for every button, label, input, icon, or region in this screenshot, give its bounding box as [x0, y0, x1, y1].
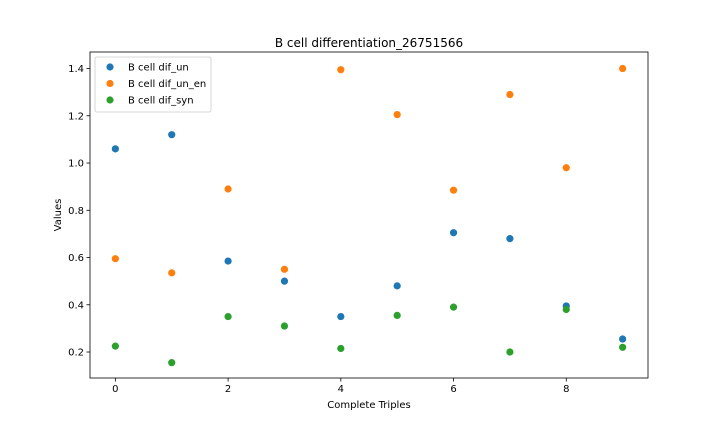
data-point	[562, 164, 570, 172]
legend-box	[94, 56, 212, 113]
series-2	[111, 64, 627, 277]
x-tick-label: 6	[450, 384, 456, 395]
data-point	[337, 66, 345, 74]
y-tick-label: 0.8	[68, 206, 84, 217]
data-point	[506, 348, 514, 356]
plot-area: 0 2 4 6 8 0.2 0.4 0.6 0.8 1.0 1.2 1.4	[68, 51, 649, 395]
data-point	[280, 322, 289, 330]
legend-label: B cell dif_syn	[128, 96, 194, 107]
data-point	[337, 312, 345, 321]
data-point	[111, 342, 119, 350]
data-point	[619, 343, 627, 351]
data-point	[224, 312, 232, 321]
data-point	[393, 111, 401, 119]
x-tick-label: 8	[563, 384, 569, 395]
y-tick-label: 0.2	[68, 348, 84, 359]
legend-marker	[106, 63, 114, 71]
data-point	[111, 145, 119, 153]
y-tick-label: 1.4	[68, 64, 84, 75]
x-tick-label: 4	[338, 384, 344, 395]
data-point	[393, 311, 401, 319]
data-point	[168, 269, 176, 277]
series-3	[111, 303, 627, 367]
y-tick-label: 1.0	[68, 159, 84, 170]
y-tick-label: 0.6	[68, 253, 84, 264]
data-point	[619, 64, 627, 73]
data-point	[506, 90, 514, 99]
data-point	[224, 257, 232, 265]
legend: B cell dif_un B cell dif_un_en B cell dif_…	[94, 56, 212, 113]
y-tick-label: 0.4	[68, 300, 84, 311]
data-point	[562, 305, 570, 314]
legend-marker	[106, 96, 114, 104]
y-tick-label: 1.2	[68, 111, 84, 122]
data-point	[224, 185, 232, 193]
data-point	[393, 282, 401, 290]
data-point	[280, 277, 289, 285]
legend-label: B cell dif_un	[128, 63, 189, 74]
data-point	[449, 303, 458, 311]
x-tick-label: 2	[225, 384, 231, 395]
data-point	[168, 359, 176, 367]
data-point	[337, 344, 345, 353]
x-tick-label: 0	[112, 384, 118, 395]
series-1	[111, 131, 627, 343]
data-point	[280, 265, 289, 273]
x-axis-label: Complete Triples	[327, 400, 410, 411]
axes-frame	[89, 51, 649, 379]
legend-label: B cell dif_un_en	[128, 79, 206, 90]
data-point	[449, 229, 458, 237]
data-point	[506, 235, 514, 243]
data-point	[619, 335, 627, 343]
data-point	[111, 255, 119, 263]
y-axis-label: Values	[53, 199, 64, 232]
chart-title: B cell differentiation_26751566	[275, 36, 463, 50]
data-point	[168, 131, 176, 139]
legend-marker	[106, 79, 114, 88]
data-point	[449, 186, 458, 194]
